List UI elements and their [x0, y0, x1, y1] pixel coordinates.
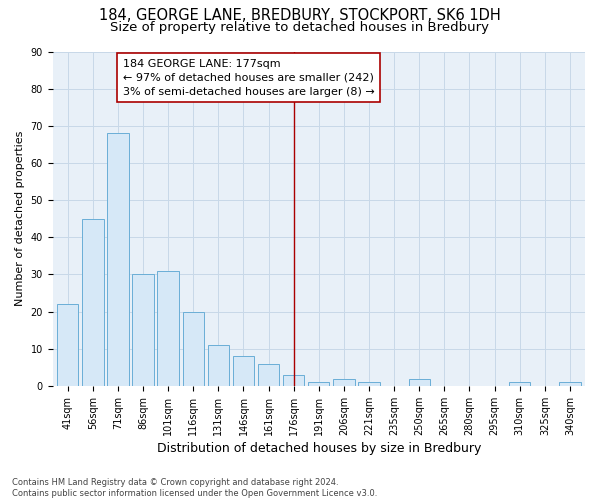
Bar — [258, 364, 279, 386]
Bar — [107, 134, 128, 386]
Text: 184, GEORGE LANE, BREDBURY, STOCKPORT, SK6 1DH: 184, GEORGE LANE, BREDBURY, STOCKPORT, S… — [99, 8, 501, 22]
X-axis label: Distribution of detached houses by size in Bredbury: Distribution of detached houses by size … — [157, 442, 481, 455]
Bar — [182, 312, 204, 386]
Bar — [283, 375, 304, 386]
Text: 184 GEORGE LANE: 177sqm
← 97% of detached houses are smaller (242)
3% of semi-de: 184 GEORGE LANE: 177sqm ← 97% of detache… — [123, 59, 375, 97]
Bar — [157, 271, 179, 386]
Bar — [233, 356, 254, 386]
Bar — [133, 274, 154, 386]
Bar — [358, 382, 380, 386]
Text: Size of property relative to detached houses in Bredbury: Size of property relative to detached ho… — [110, 21, 490, 34]
Bar — [333, 378, 355, 386]
Bar — [409, 378, 430, 386]
Bar — [57, 304, 79, 386]
Bar — [208, 345, 229, 386]
Bar — [559, 382, 581, 386]
Bar — [82, 218, 104, 386]
Y-axis label: Number of detached properties: Number of detached properties — [15, 131, 25, 306]
Bar — [509, 382, 530, 386]
Bar — [308, 382, 329, 386]
Text: Contains HM Land Registry data © Crown copyright and database right 2024.
Contai: Contains HM Land Registry data © Crown c… — [12, 478, 377, 498]
